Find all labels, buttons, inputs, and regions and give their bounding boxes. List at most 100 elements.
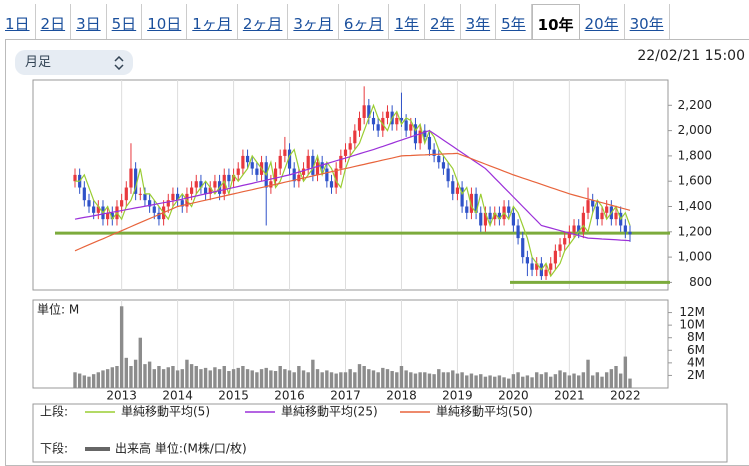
candle-body bbox=[325, 168, 329, 182]
volume-bar bbox=[273, 371, 278, 388]
volume-bar bbox=[572, 373, 576, 388]
period-tab[interactable]: 10日 bbox=[142, 4, 188, 40]
volume-bar bbox=[507, 378, 511, 388]
volume-bar bbox=[124, 357, 129, 388]
moving-average bbox=[74, 152, 631, 252]
period-tab[interactable]: 1年 bbox=[389, 4, 426, 40]
candle-body bbox=[273, 168, 278, 182]
volume-bar bbox=[96, 372, 101, 388]
candle-body bbox=[87, 200, 91, 207]
candle-body bbox=[73, 174, 77, 182]
volume-bar bbox=[105, 369, 110, 388]
y-tick-label: 6M bbox=[687, 343, 705, 357]
volume-bar bbox=[301, 370, 306, 388]
period-tab[interactable]: 3ヶ月 bbox=[288, 4, 339, 40]
volume-bar bbox=[441, 372, 446, 388]
volume-bar bbox=[189, 364, 194, 388]
volume-bar bbox=[297, 366, 301, 388]
volume-bar bbox=[255, 372, 259, 388]
period-tab[interactable]: 5年 bbox=[496, 4, 532, 40]
candle-body bbox=[605, 206, 609, 213]
volume-bar bbox=[166, 367, 170, 388]
candle-body bbox=[180, 200, 184, 207]
volume-bar bbox=[147, 361, 152, 388]
volume-bar bbox=[614, 366, 618, 388]
candle-body bbox=[236, 168, 240, 175]
volume-bar bbox=[82, 375, 87, 388]
period-tab[interactable]: 20年 bbox=[580, 4, 625, 40]
volume-bar bbox=[395, 372, 399, 388]
candle-body bbox=[497, 212, 502, 220]
period-tab[interactable]: 6ヶ月 bbox=[339, 4, 390, 40]
timeframe-select[interactable]: 月足 bbox=[15, 50, 133, 75]
volume-bar bbox=[329, 372, 334, 388]
volume-bar bbox=[381, 367, 385, 388]
period-tab[interactable]: 2年 bbox=[425, 4, 461, 40]
volume-bar bbox=[175, 370, 180, 388]
period-tab[interactable]: 1ヶ月 bbox=[187, 4, 238, 40]
candle-body bbox=[203, 187, 208, 194]
volume-bar bbox=[325, 370, 329, 388]
candle-body bbox=[577, 225, 581, 232]
candle-body bbox=[315, 162, 320, 175]
period-tab[interactable]: 30年 bbox=[625, 4, 670, 40]
candle-body bbox=[231, 174, 236, 182]
volume-bar bbox=[544, 372, 548, 388]
volume-bar bbox=[119, 306, 124, 388]
y-tick-label: 1,400 bbox=[678, 199, 712, 213]
y-tick-label: 800 bbox=[689, 275, 712, 289]
candle-body bbox=[348, 143, 352, 150]
candle-body bbox=[241, 155, 245, 169]
volume-bar bbox=[474, 375, 478, 388]
volume-bar bbox=[576, 375, 581, 388]
legend-label: 出来高 単位:(M株/口/枚) bbox=[115, 441, 247, 456]
candle-body bbox=[222, 174, 226, 194]
period-tab[interactable]: 2ヶ月 bbox=[238, 4, 289, 40]
volume-bar bbox=[129, 366, 133, 388]
candle-body bbox=[483, 212, 488, 226]
legend-frame bbox=[32, 403, 728, 463]
candle-body bbox=[138, 193, 142, 195]
period-tab[interactable]: 3日 bbox=[71, 4, 107, 40]
x-tick-label: 2020 bbox=[498, 389, 529, 403]
candle-body bbox=[432, 149, 436, 156]
volume-bar bbox=[77, 373, 82, 388]
volume-bar bbox=[469, 373, 474, 388]
volume-bar bbox=[269, 370, 273, 388]
candle-body bbox=[166, 200, 170, 207]
period-tab[interactable]: 10年 bbox=[531, 4, 580, 40]
volume-bar bbox=[203, 367, 208, 388]
volume-bar bbox=[432, 374, 436, 388]
volume-bar bbox=[399, 366, 404, 388]
x-tick-label: 2019 bbox=[442, 389, 473, 403]
volume-bar bbox=[390, 371, 394, 388]
volume-bar bbox=[451, 370, 455, 388]
candle-body bbox=[96, 206, 100, 213]
volume-bar bbox=[199, 369, 203, 388]
candle-body bbox=[479, 212, 483, 226]
candle-body bbox=[371, 117, 376, 125]
candle-body bbox=[488, 212, 492, 220]
volume-bar bbox=[87, 376, 91, 388]
x-tick-label: 2015 bbox=[218, 389, 249, 403]
volume-bar bbox=[357, 364, 362, 388]
volume-bar bbox=[600, 376, 604, 388]
candle-body bbox=[474, 193, 478, 213]
candle-body bbox=[451, 181, 455, 194]
candle-body bbox=[227, 174, 231, 182]
candle-body bbox=[110, 212, 114, 220]
volume-bar bbox=[404, 370, 408, 388]
candle-body bbox=[124, 187, 128, 201]
candle-body bbox=[306, 155, 310, 169]
volume-bar bbox=[465, 375, 469, 388]
period-tab[interactable]: 2日 bbox=[36, 4, 72, 40]
volume-bar bbox=[348, 369, 352, 388]
volume-bar bbox=[343, 372, 348, 388]
period-tab[interactable]: 5日 bbox=[107, 4, 143, 40]
period-tab[interactable]: 1日 bbox=[0, 4, 36, 40]
period-tab[interactable]: 3年 bbox=[461, 4, 497, 40]
volume-bar bbox=[530, 377, 534, 388]
volume-bar bbox=[283, 369, 287, 388]
volume-bar bbox=[409, 372, 413, 388]
candle-body bbox=[245, 155, 250, 163]
